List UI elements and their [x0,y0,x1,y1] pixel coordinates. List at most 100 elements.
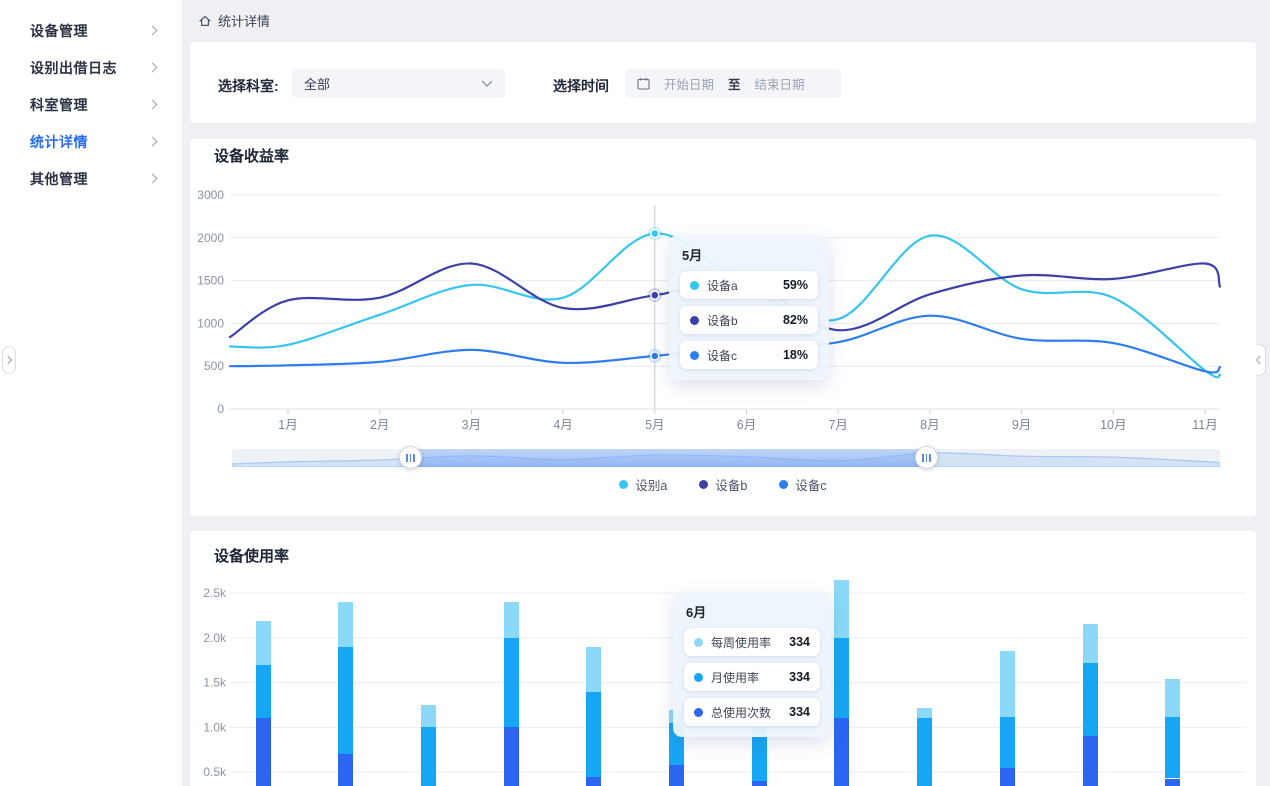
legend-item[interactable]: 设备b [699,475,747,494]
datazoom-selected-range[interactable] [410,449,926,467]
usage-chart-card: 设备使用率 0.5k 1.0k 1.5k 2.0k 2.5k 6月 每周使用率 334 月使用… [190,531,1256,786]
bar-segment[interactable] [751,722,767,782]
bar-segment[interactable] [503,727,519,786]
tooltip-row: 每周使用率 334 [684,628,820,656]
bar-segment[interactable] [420,727,436,786]
series-dot-icon [690,280,699,290]
filter-card: 选择科室: 全部 选择时间 开始日期 至 结束日期 [190,42,1256,123]
tooltip-series-label: 每周使用率 [711,635,772,650]
bar-segment[interactable] [999,767,1015,786]
bar-segment[interactable] [834,637,850,719]
bar-segment[interactable] [751,781,767,786]
tooltip-title: 6月 [686,605,707,620]
tooltip-title: 5月 [682,248,703,263]
tooltip-series-label: 总使用次数 [711,705,772,720]
bar-segment[interactable] [503,637,519,728]
legend-item[interactable]: 设备c [779,475,827,494]
sidebar-nav: 设备管理设别出借日志 科室管理统计详情其他管理 [0,12,182,197]
breadcrumb[interactable]: 统计详情 [198,11,270,30]
bar-segment[interactable] [586,691,602,777]
dept-select-value: 全部 [304,77,331,92]
bar-segment[interactable] [999,651,1015,717]
bar-segment[interactable] [917,718,933,786]
legend-item[interactable]: 设别a [619,475,667,494]
bar-segment[interactable] [503,602,519,638]
legend-dot-icon [699,480,709,489]
svg-text:10月: 10月 [1100,418,1126,432]
bar-segment[interactable] [834,579,850,638]
svg-text:6月: 6月 [737,418,756,432]
breadcrumb-label: 统计详情 [218,14,271,29]
datazoom-left-handle[interactable] [399,446,422,469]
sidebar-item[interactable]: 设别出借日志 [0,49,182,86]
svg-text:3000: 3000 [197,188,224,202]
revenue-chart-card: 设备收益率 0 500 1000 1500 2000 3000 1月 2月 3月 4月 5月 6月 7月… [190,139,1256,516]
chevron-right-icon [147,62,158,73]
sidebar-item[interactable]: 统计详情 [0,123,182,160]
chevron-right-icon [147,136,158,147]
chevron-right-icon [147,99,158,110]
bar-segment[interactable] [999,716,1015,768]
bar-segment[interactable] [1165,778,1181,786]
sidebar-item[interactable]: 设备管理 [0,12,182,49]
sidebar-item[interactable]: 其他管理 [0,160,182,197]
svg-text:1月: 1月 [278,418,297,432]
bar-segment[interactable] [420,705,436,728]
chevron-left-icon [1255,355,1265,365]
svg-text:8月: 8月 [920,418,939,432]
tooltip-series-value: 59% [782,278,808,292]
svg-text:0: 0 [217,402,224,416]
usage-chart-tooltip: 6月 每周使用率 334 月使用率 334 总使用次数 334 [673,592,831,737]
svg-text:7月: 7月 [828,418,847,432]
sidebar-item[interactable]: 科室管理 [0,86,182,123]
end-date-placeholder: 结束日期 [754,78,805,92]
bar-segment[interactable] [669,765,684,786]
tooltip-series-value: 82% [782,313,808,327]
bar-segment[interactable] [255,620,271,665]
bar-segment[interactable] [834,718,850,786]
svg-text:500: 500 [204,359,224,373]
series-dot-icon [694,637,703,647]
tooltip-series-value: 334 [789,705,810,719]
bar-segment[interactable] [1082,624,1098,663]
bar-segment[interactable] [255,664,271,719]
revenue-chart-legend: 设别a 设备b 设备c [190,475,1256,494]
sidebar-item-label: 其他管理 [30,170,88,187]
bar-segment[interactable] [338,754,354,786]
datazoom-slider[interactable] [232,446,1220,469]
tooltip-row: 设备c 18% [680,341,818,369]
dept-select[interactable]: 全部 [292,69,505,98]
date-range-picker[interactable]: 开始日期 至 结束日期 [625,69,841,98]
tooltip-row: 月使用率 334 [684,663,820,691]
sidebar-item-label: 设备管理 [30,22,88,39]
bar-segment[interactable] [1082,662,1098,737]
series-dot-icon [694,672,703,682]
svg-text:1.0k: 1.0k [203,720,227,734]
tooltip-row: 总使用次数 334 [684,698,820,726]
bar-segment[interactable] [1165,679,1181,717]
bar-segment[interactable] [338,646,354,755]
series-dot-icon [694,707,703,717]
sidebar-collapse-button[interactable] [2,346,16,374]
tooltip-row: 设备b 82% [680,306,818,334]
tooltip-series-label: 设备b [707,313,738,328]
svg-text:2.0k: 2.0k [203,631,227,645]
svg-text:11月: 11月 [1192,418,1217,432]
date-range-separator: 至 [728,78,741,92]
bar-segment[interactable] [586,776,602,786]
bar-segment[interactable] [338,602,354,647]
svg-text:4月: 4月 [553,418,572,432]
sidebar-item-label: 统计详情 [30,133,88,150]
bar-segment[interactable] [917,707,933,719]
svg-text:1500: 1500 [197,274,224,288]
svg-text:2月: 2月 [370,418,389,432]
start-date-placeholder: 开始日期 [664,78,715,92]
bar-segment[interactable] [586,646,602,692]
tooltip-series-label: 设备c [707,348,738,363]
datazoom-right-handle[interactable] [915,446,938,469]
bar-segment[interactable] [1082,736,1098,786]
bar-segment[interactable] [1165,716,1181,779]
bar-segment[interactable] [255,718,271,786]
dept-select-label: 选择科室: [218,78,279,94]
